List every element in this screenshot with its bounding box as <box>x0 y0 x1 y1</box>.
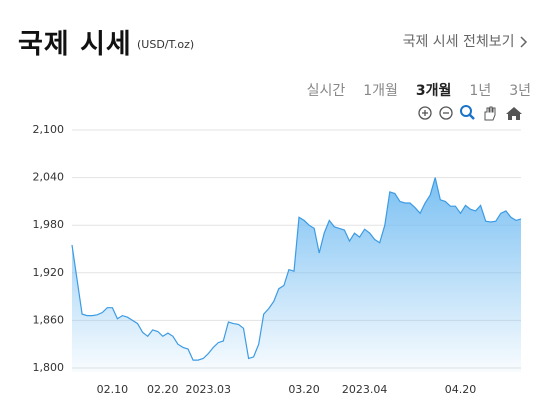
zoom-out-icon[interactable] <box>439 106 453 120</box>
tab[interactable]: 3년 <box>509 83 531 99</box>
view-all-link[interactable]: 국제 시세 전체보기 <box>403 31 529 51</box>
pan-icon[interactable] <box>484 106 496 121</box>
y-tick-label: 1,980 <box>33 218 65 231</box>
x-tick-label: 03.20 <box>288 383 320 396</box>
area-fill <box>72 177 521 372</box>
price-line <box>71 177 522 361</box>
x-tick-label: 02.10 <box>97 383 129 396</box>
tab[interactable]: 1개월 <box>363 83 398 99</box>
tab[interactable]: 1년 <box>469 83 492 99</box>
x-tick-label: 04.20 <box>445 383 477 396</box>
chart-tools <box>418 105 522 121</box>
period-tabs: 실시간 1개월 3개월 1년 3년 <box>307 80 531 100</box>
y-tick-label: 2,100 <box>33 123 65 136</box>
link-text[interactable]: 국제 시세 전체보기 <box>402 34 515 50</box>
y-tick-label: 2,040 <box>33 171 65 184</box>
tab[interactable]: 실시간 <box>306 83 346 99</box>
x-tick-label: 2023.03 <box>185 383 231 396</box>
zoom-in-plus <box>422 110 428 116</box>
page-title: 국제 시세 <box>18 29 132 60</box>
zoom-select-handle <box>469 114 475 120</box>
y-tick-label: 1,860 <box>33 313 65 326</box>
unit-label: (USD/T.oz) <box>137 38 195 51</box>
chevron-icon[interactable] <box>519 36 529 48</box>
y-tick-label: 1,920 <box>33 266 65 279</box>
x-tick-label: 02.20 <box>147 383 179 396</box>
zoom-select-icon[interactable] <box>460 105 472 117</box>
y-tick-label: 1,800 <box>33 361 65 374</box>
tab-active[interactable]: 3개월 <box>415 83 452 99</box>
home-icon[interactable] <box>506 107 522 120</box>
x-tick-label: 2023.04 <box>342 383 388 396</box>
zoom-in-icon[interactable] <box>418 106 432 120</box>
